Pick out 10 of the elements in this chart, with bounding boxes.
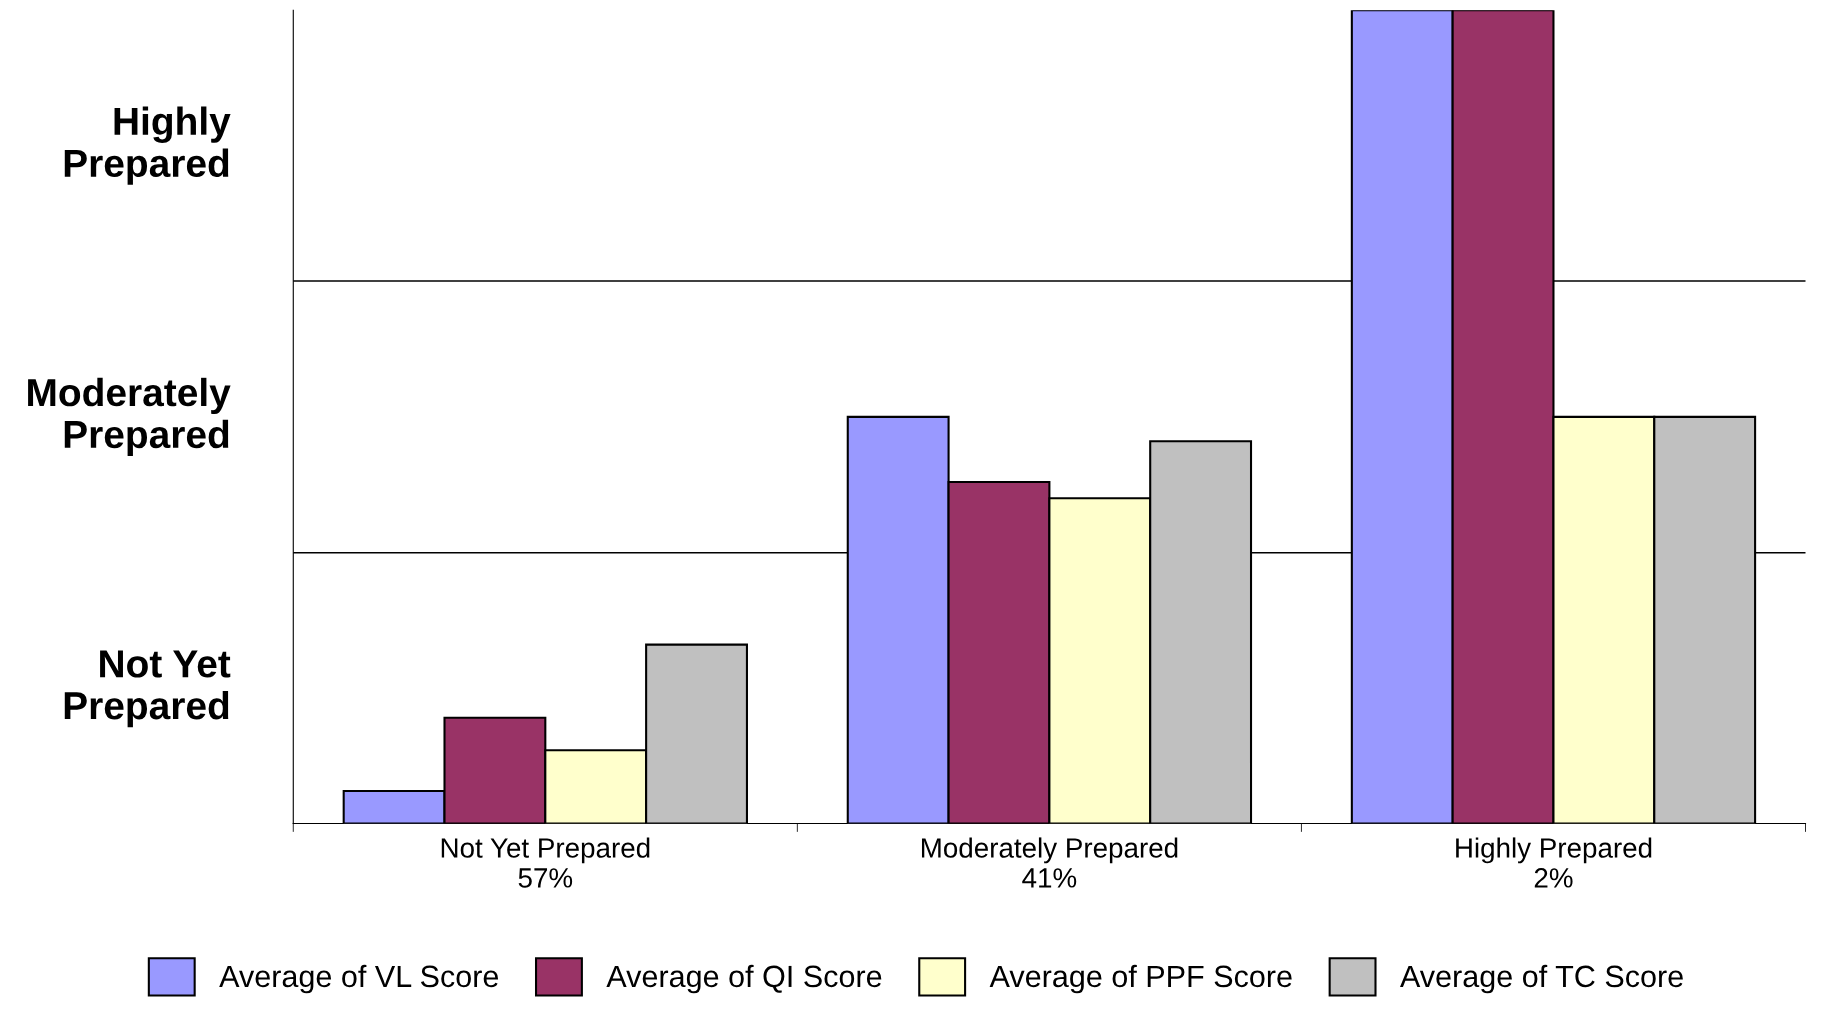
text: Not Yet Prepared xyxy=(64,650,231,728)
x-tick-label: Highly Prepared 2% xyxy=(1456,837,1652,888)
legend-label: Average of QI Score xyxy=(606,964,882,994)
legend-label: Average of PPF Score xyxy=(989,964,1292,994)
legend-label: Average of TC Score xyxy=(1400,964,1683,994)
x-tick-label: Moderately Prepared 41% xyxy=(921,837,1178,888)
text: Moderately Prepared xyxy=(28,377,231,456)
x-tick-label: Not Yet Prepared 57% xyxy=(441,837,650,888)
legend-label: Average of VL Score xyxy=(219,964,499,994)
text: Highly Prepared xyxy=(64,106,231,185)
